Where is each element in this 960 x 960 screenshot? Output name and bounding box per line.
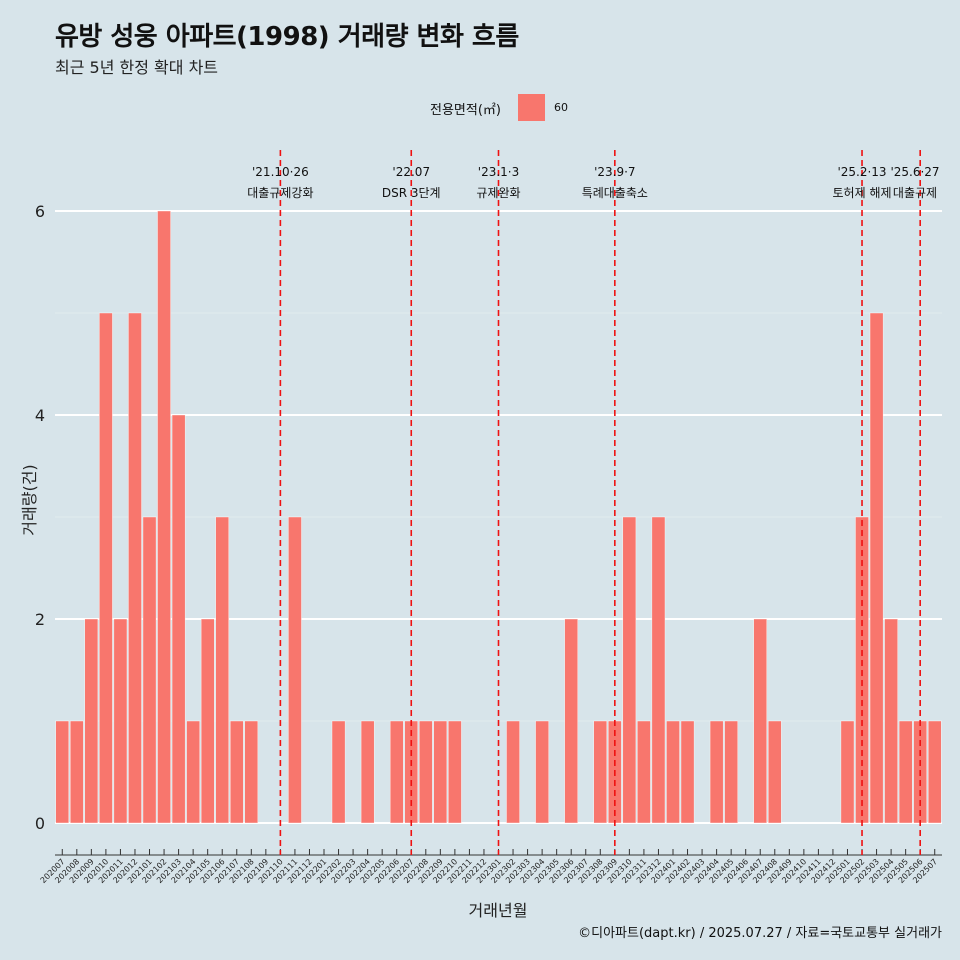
bar [389,720,404,824]
bar [666,720,680,824]
y-tick-label: 0 [35,814,45,833]
bar [869,312,884,824]
event-text-label: 토허제 해제 [833,186,892,200]
chart-title: 유방 성웅 아파트(1998) 거래량 변화 흐름 [55,22,519,52]
bar [709,720,724,824]
x-axis-label: 거래년월 [468,901,528,920]
bar [433,720,448,824]
event-date-label: '25.6·27 [890,165,939,179]
bar [84,618,99,824]
bar [128,312,142,824]
bar [419,720,433,824]
event-text-label: 규제완화 [476,186,520,200]
event-date-label: '23.1·3 [478,165,519,179]
bar [506,720,520,824]
event-text-label: DSR 3단계 [382,186,441,200]
bar [724,720,738,824]
bar [157,210,171,824]
bar [680,720,695,824]
legend-label: 60 [554,101,568,114]
event-text-label: 대출규제 [893,186,937,200]
bar [360,720,375,824]
bar [898,720,913,824]
chart-subtitle: 최근 5년 한정 확대 차트 [55,58,219,77]
y-tick-label: 6 [35,202,45,221]
bar [564,618,578,824]
bar [288,516,302,824]
bar [535,720,549,824]
legend: 전용면적(㎡) 60 [0,94,960,122]
bar [99,312,113,824]
bar [768,720,782,824]
event-date-label: '23.9·7 [594,165,635,179]
bar [142,516,157,824]
legend-title: 전용면적(㎡) [430,103,501,118]
bar [230,720,244,824]
source-caption: ©디아파트(dapt.kr) / 2025.07.27 / 자료=국토교통부 실… [578,926,942,941]
bar [884,618,898,824]
bar [448,720,462,824]
bar [215,516,229,824]
event-date-label: '21.10·26 [252,165,309,179]
bar [622,516,637,824]
bar [55,720,70,824]
bar [840,720,855,824]
event-text-label: 특례대출축소 [582,186,648,200]
bar [651,516,666,824]
bar [186,720,200,824]
event-date-label: '25.2·13 [837,165,886,179]
y-tick-label: 4 [35,406,45,425]
bar [927,720,942,824]
bar [753,618,767,824]
event-text-label: 대출규제강화 [247,186,313,200]
bar [244,720,259,824]
legend-swatch [518,94,545,121]
y-tick-label: 2 [35,610,45,629]
bar [637,720,651,824]
bar [171,414,186,824]
bar [331,720,346,824]
bar [70,720,84,824]
bar [200,618,215,824]
bar [113,618,128,824]
bar [593,720,608,824]
event-date-label: '22.07 [392,165,430,179]
